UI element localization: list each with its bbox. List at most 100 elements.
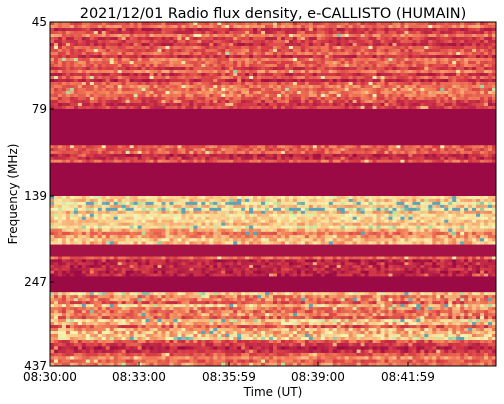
heatmap-cell [412, 156, 417, 161]
heatmap-cell [185, 85, 190, 89]
heatmap-cell [340, 106, 345, 110]
heatmap-cell [404, 25, 409, 29]
heatmap-cell [229, 28, 234, 32]
heatmap-cell [245, 37, 250, 41]
heatmap-cell [492, 55, 497, 59]
heatmap-cell [81, 103, 87, 107]
heatmap-cell [488, 151, 493, 155]
heatmap-cell [169, 67, 174, 71]
heatmap-cell [273, 97, 278, 101]
heatmap-cell [284, 222, 290, 226]
heatmap-cell [368, 79, 373, 83]
heatmap-cell [109, 49, 115, 53]
heatmap-cell [472, 34, 477, 38]
heatmap-cell [416, 106, 421, 110]
heatmap-cell [460, 94, 465, 98]
heatmap-cell [97, 64, 103, 68]
heatmap-cell [205, 46, 210, 50]
heatmap-cell [133, 94, 138, 98]
heatmap-cell [265, 145, 270, 149]
heatmap-cell [77, 153, 83, 158]
heatmap-cell [117, 46, 122, 50]
heatmap-cell [53, 103, 59, 107]
heatmap-cell [308, 198, 314, 203]
heatmap-cell [356, 64, 361, 68]
heatmap-cell [364, 153, 369, 158]
heatmap-cell [312, 145, 318, 149]
heatmap-cell [221, 151, 226, 155]
heatmap-cell [145, 219, 150, 224]
heatmap-cell [296, 94, 302, 98]
heatmap-cell [292, 94, 298, 98]
heatmap-cell [292, 213, 298, 218]
heatmap-cell [129, 196, 134, 200]
heatmap-cell [348, 97, 353, 101]
heatmap-cell [245, 31, 250, 35]
heatmap-cell [125, 58, 130, 62]
heatmap-cell [372, 106, 377, 110]
heatmap-cell [380, 216, 385, 221]
heatmap-cell [193, 153, 198, 158]
heatmap-cell [237, 52, 242, 56]
heatmap-cell [101, 210, 107, 215]
heatmap-cell [480, 43, 485, 47]
heatmap-cell [185, 103, 190, 107]
heatmap-cell [209, 204, 214, 209]
heatmap-cell [137, 219, 142, 224]
heatmap-cell [253, 61, 258, 65]
heatmap-cell [165, 97, 170, 101]
heatmap-cell [464, 73, 469, 77]
heatmap-cell [137, 94, 142, 98]
heatmap-cell [472, 198, 477, 203]
heatmap-cell [476, 28, 481, 32]
heatmap-cell [408, 79, 413, 83]
heatmap-cell [320, 213, 326, 218]
heatmap-cell [320, 153, 326, 158]
heatmap-cell [468, 52, 473, 56]
heatmap-cell [261, 37, 266, 41]
heatmap-cell [257, 106, 262, 110]
heatmap-cell [65, 207, 71, 212]
heatmap-cell [137, 151, 142, 155]
heatmap-cell [237, 34, 242, 38]
heatmap-cell [273, 76, 278, 80]
heatmap-cell [344, 61, 349, 65]
heatmap-cell [344, 73, 349, 77]
heatmap-cell [376, 216, 381, 221]
heatmap-cell [57, 76, 63, 80]
heatmap-cell [233, 55, 238, 59]
heatmap-cell [249, 82, 254, 86]
heatmap-cell [217, 40, 222, 44]
heatmap-cell [328, 219, 334, 224]
heatmap-cell [177, 43, 182, 47]
heatmap-cell [332, 94, 338, 98]
heatmap-cell [484, 52, 489, 56]
heatmap-cell [237, 222, 242, 226]
heatmap-cell [57, 153, 63, 158]
heatmap-cell [284, 43, 290, 47]
heatmap-cell [316, 49, 322, 53]
heatmap-cell [121, 148, 126, 152]
heatmap-cell [53, 61, 59, 65]
heatmap-cell [97, 153, 103, 158]
heatmap-cell [137, 82, 142, 86]
heatmap-cell [444, 25, 449, 29]
heatmap-cell [229, 37, 234, 41]
heatmap-cell [464, 85, 469, 89]
heatmap-cell [253, 97, 258, 101]
heatmap-cell [348, 40, 353, 44]
heatmap-cell [432, 85, 437, 89]
heatmap-cell [440, 198, 445, 203]
heatmap-cell [488, 46, 493, 50]
heatmap-cell [245, 106, 250, 110]
heatmap-cell [280, 52, 286, 56]
heatmap-cell [245, 67, 250, 71]
heatmap-cell [129, 25, 134, 29]
heatmap-cell [412, 70, 417, 74]
heatmap-cell [436, 34, 441, 38]
heatmap-cell [177, 213, 182, 218]
heatmap-cell [153, 52, 158, 56]
heatmap-cell [488, 148, 493, 152]
heatmap-cell [432, 207, 437, 212]
heatmap-cell [472, 145, 477, 149]
